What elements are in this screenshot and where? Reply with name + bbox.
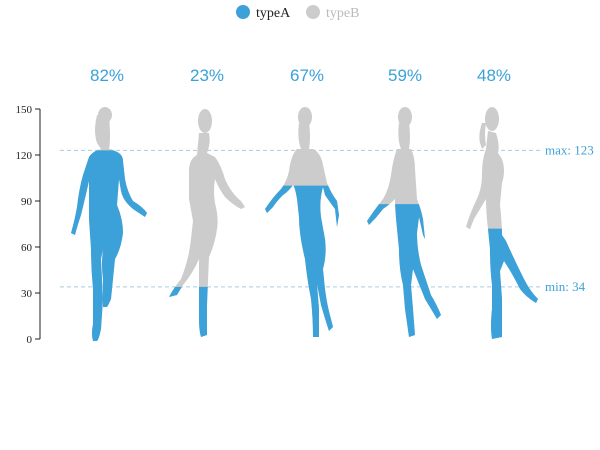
figure-bar[interactable] [265,107,339,337]
figure-bar[interactable] [71,107,147,341]
chart-legend: typeA typeB [236,5,359,21]
legend-label-typeA: typeA [256,6,291,21]
percent-label: 59% [388,66,422,85]
mark-line-label: min: 34 [545,279,586,294]
figure-typeA [466,228,538,339]
y-tick-label: 150 [16,104,33,116]
percent-label: 23% [190,66,224,85]
figure-bar[interactable] [466,107,538,339]
legend-marker-typeB [306,5,320,19]
figure-bar[interactable] [169,109,245,337]
percent-label: 48% [477,66,511,85]
y-tick-label: 60 [21,242,33,254]
y-tick-label: 120 [16,150,33,162]
y-tick-label: 30 [21,288,33,300]
legend-label-typeB: typeB [326,6,359,21]
y-tick-label: 90 [21,196,33,208]
legend-item-typeA[interactable]: typeA [236,5,291,21]
mark-lines: max: 123 min: 34 [60,142,594,294]
y-axis: 0 30 60 90 120 150 [16,104,41,346]
mark-line-label: max: 123 [545,142,594,157]
figure-bar[interactable] [367,107,441,337]
percent-label: 67% [290,66,324,85]
y-tick-label: 0 [27,334,33,346]
figure-bars [71,107,538,341]
percent-label: 82% [90,66,124,85]
legend-marker-typeA [236,5,250,19]
legend-item-typeB[interactable]: typeB [306,5,359,21]
percent-labels: 82% 23% 67% 59% 48% [90,66,511,85]
